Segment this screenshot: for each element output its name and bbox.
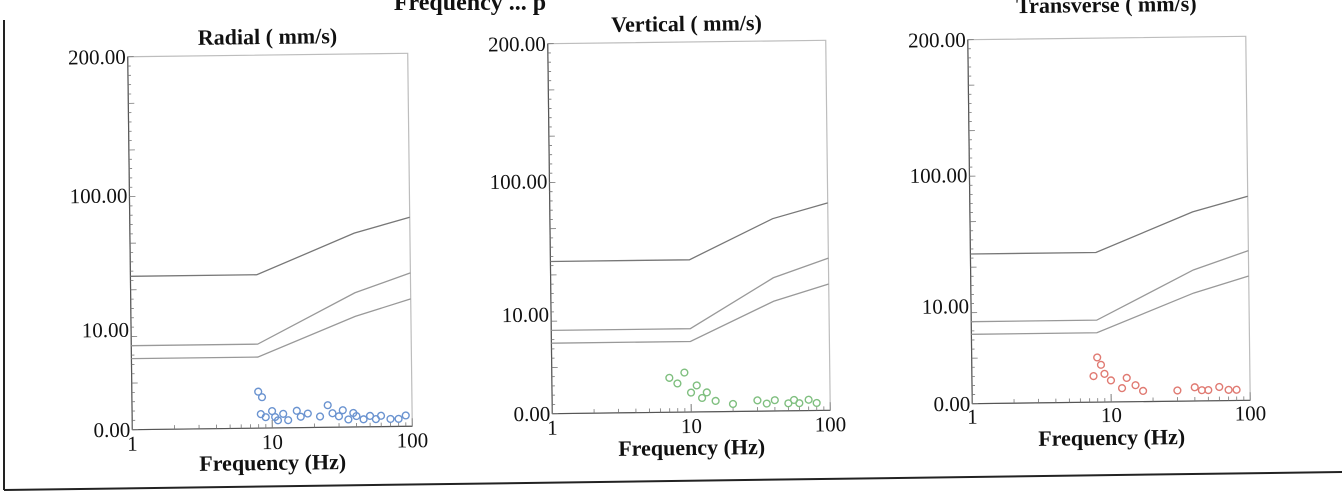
limit-curve bbox=[971, 276, 1250, 334]
data-point bbox=[1225, 386, 1232, 393]
data-point bbox=[1140, 387, 1147, 394]
chart-title: Radial ( mm/s) bbox=[198, 23, 338, 50]
data-point bbox=[378, 412, 385, 419]
limit-curve bbox=[970, 251, 1249, 322]
limit-curve bbox=[131, 299, 412, 359]
x-axis-label: Frequency (Hz) bbox=[199, 449, 346, 476]
data-point bbox=[395, 415, 402, 422]
plot-frame bbox=[548, 40, 830, 413]
y-tick-label: 100.00 bbox=[910, 163, 968, 188]
data-point bbox=[1108, 377, 1115, 384]
data-point bbox=[1123, 374, 1130, 381]
data-point bbox=[1191, 384, 1198, 391]
x-tick-label: 1 bbox=[127, 432, 138, 456]
x-axis-label: Frequency (Hz) bbox=[1038, 424, 1185, 451]
data-point bbox=[688, 389, 695, 396]
data-point bbox=[1101, 370, 1108, 377]
data-point bbox=[297, 413, 304, 420]
y-tick-label: 200.00 bbox=[908, 28, 966, 53]
limit-curve bbox=[130, 273, 411, 346]
x-axis-label: Frequency (Hz) bbox=[618, 434, 765, 461]
data-point bbox=[1233, 386, 1240, 393]
data-point bbox=[1098, 361, 1105, 368]
data-point bbox=[703, 389, 710, 396]
y-tick-label: 200.00 bbox=[488, 32, 546, 57]
limit-curve bbox=[551, 284, 830, 343]
data-point bbox=[402, 412, 409, 419]
data-point bbox=[674, 380, 681, 387]
data-point bbox=[345, 416, 352, 423]
y-tick-label: 200.00 bbox=[68, 45, 126, 70]
y-tick-label: 100.00 bbox=[490, 169, 548, 194]
plot-frame bbox=[968, 36, 1250, 403]
data-point bbox=[813, 400, 820, 407]
data-point bbox=[387, 416, 394, 423]
data-point bbox=[1174, 387, 1181, 394]
page-title: Frequency ... p bbox=[394, 0, 546, 16]
limit-curve bbox=[130, 217, 411, 276]
y-tick-label: 10.00 bbox=[922, 294, 970, 319]
data-point bbox=[1119, 385, 1126, 392]
data-point bbox=[754, 397, 761, 404]
limit-curve bbox=[550, 203, 829, 262]
data-point bbox=[693, 382, 700, 389]
data-point bbox=[730, 401, 737, 408]
y-tick-label: 10.00 bbox=[502, 303, 550, 328]
data-point bbox=[681, 369, 688, 376]
data-point bbox=[324, 402, 331, 409]
x-tick-label: 100 bbox=[815, 412, 847, 436]
data-point bbox=[1094, 354, 1101, 361]
y-tick-label: 10.00 bbox=[82, 318, 130, 343]
data-point bbox=[805, 396, 812, 403]
data-point bbox=[304, 410, 311, 417]
x-tick-label: 100 bbox=[1234, 401, 1266, 425]
x-tick-label: 1 bbox=[967, 405, 978, 429]
limit-curve bbox=[550, 258, 829, 330]
data-point bbox=[712, 397, 719, 404]
plot-frame bbox=[128, 53, 413, 429]
data-point bbox=[259, 394, 266, 401]
x-tick-label: 100 bbox=[397, 428, 429, 452]
y-tick-label: 100.00 bbox=[70, 183, 128, 208]
data-point bbox=[360, 416, 367, 423]
data-point bbox=[285, 417, 292, 424]
data-point bbox=[1216, 384, 1223, 391]
data-point bbox=[771, 397, 778, 404]
y-tick-label: 0.00 bbox=[93, 418, 130, 442]
limit-curve bbox=[970, 196, 1249, 254]
data-point bbox=[1132, 382, 1139, 389]
x-tick-label: 1 bbox=[547, 416, 558, 440]
y-tick-label: 0.00 bbox=[513, 402, 550, 426]
data-point bbox=[1090, 373, 1097, 380]
data-point bbox=[763, 400, 770, 407]
x-tick-label: 10 bbox=[1101, 403, 1122, 427]
chart-title: Transverse ( mm/s) bbox=[1016, 0, 1197, 18]
data-point bbox=[317, 413, 324, 420]
data-point bbox=[280, 410, 287, 417]
chart-title: Vertical ( mm/s) bbox=[611, 10, 762, 37]
data-point bbox=[796, 400, 803, 407]
data-point bbox=[666, 374, 673, 381]
chart-panel-3: 0.00 10.00 100.00 200.00 1 10 100 Transverse ( … bbox=[907, 0, 1266, 452]
data-point bbox=[339, 407, 346, 414]
y-tick-label: 0.00 bbox=[933, 392, 970, 416]
